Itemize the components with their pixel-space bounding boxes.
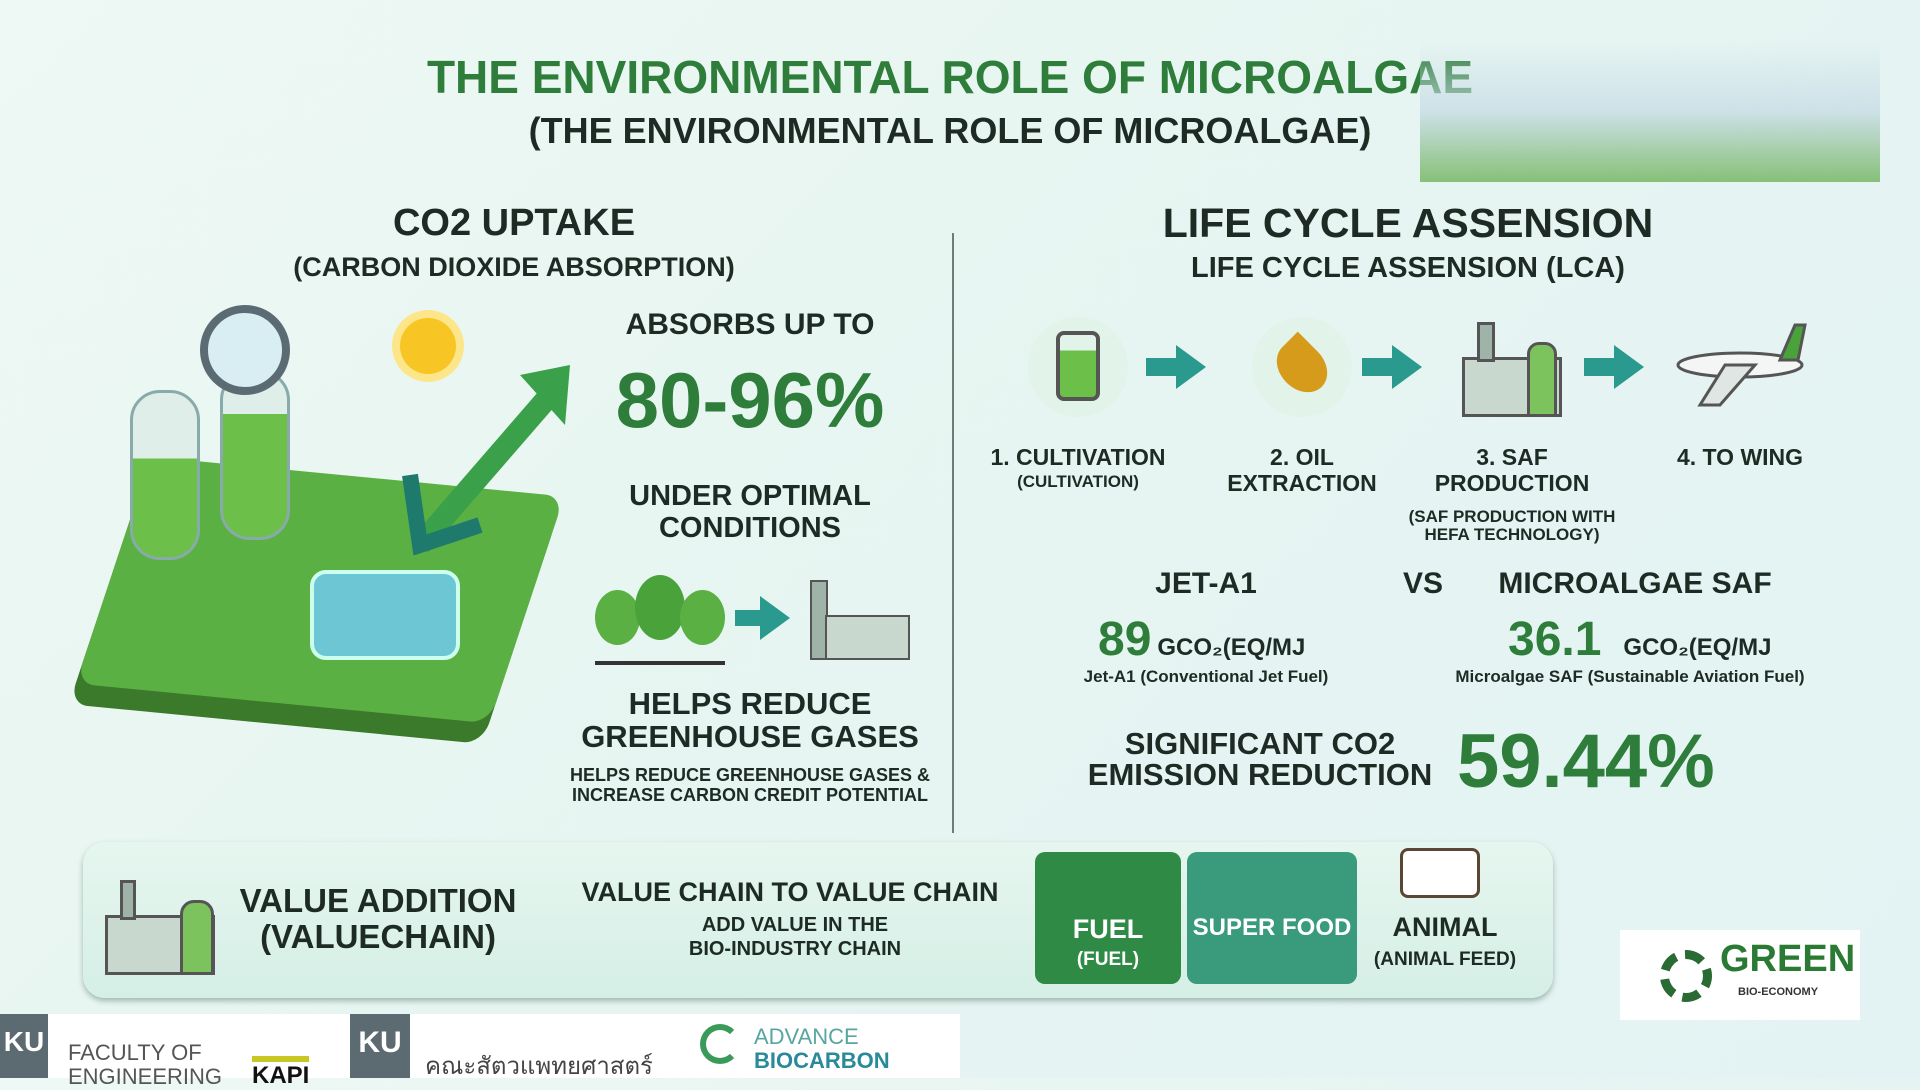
lca-subtitle: LIFE CYCLE ASSENSION (LCA) (1191, 252, 1625, 284)
value-chain-sub-2: BIO-INDUSTRY CHAIN (688, 938, 902, 960)
fuel-sublabel: (FUEL) (1076, 949, 1140, 970)
green-logo-sub: BIO-ECONOMY (1738, 986, 1819, 998)
step-3-note-2: HEFA TECHNOLOGY) (1424, 525, 1600, 544)
microalgae-saf-title: MICROALGAE SAF (1498, 567, 1772, 600)
refinery-icon (1462, 317, 1562, 417)
saf-note: Microalgae SAF (Sustainable Aviation Fue… (1455, 667, 1805, 686)
reduce-note-1: HELPS REDUCE GREENHOUSE GASES & (569, 765, 931, 785)
reduction-label-1: SIGNIFICANT CO2 (1124, 726, 1396, 761)
absorbs-label: ABSORBS UP TO (625, 308, 875, 341)
jet-a1-emission: 89 GCO₂(EQ/MJ (1098, 612, 1305, 667)
fuel-label: FUEL (1072, 914, 1144, 944)
vet-faculty-label: คณะสัตวแพทยศาสตร์ (425, 1053, 653, 1080)
value-addition-title: VALUE ADDITION (239, 882, 517, 919)
super-food-tile: SUPER FOOD (1187, 852, 1357, 984)
arrow-right-icon (1614, 345, 1644, 389)
bioreactor-icon (1028, 317, 1128, 417)
trees-icon (595, 575, 725, 665)
saf-unit: GCO₂(EQ/MJ (1623, 634, 1772, 661)
value-chain-sub-1: ADD VALUE IN THE (701, 914, 889, 936)
reduction-label-2: EMISSION REDUCTION (1087, 757, 1433, 792)
step-1-label: 1. CULTIVATION (990, 444, 1166, 470)
factory-icon (800, 560, 910, 665)
city-skyline-illustration (1420, 40, 1880, 182)
jet-a1-unit: GCO₂(EQ/MJ (1157, 634, 1306, 661)
airplane-icon (1676, 323, 1807, 407)
section-divider (952, 233, 954, 833)
step-3-sublabel: PRODUCTION (1434, 470, 1590, 496)
jet-a1-value: 89 (1098, 613, 1152, 666)
cow-icon (1400, 848, 1480, 898)
value-chain-heading: VALUE CHAIN TO VALUE CHAIN (581, 877, 999, 907)
step-4-label: 4. TO WING (1676, 444, 1804, 470)
ku-logo: KU (0, 1014, 48, 1078)
lca-title: LIFE CYCLE ASSENSION (1162, 200, 1654, 246)
step-2-sublabel: EXTRACTION (1227, 470, 1377, 496)
advance-label: ADVANCE (754, 1024, 859, 1049)
footer-logos: KU FACULTY OF ENGINEERING KAPI KU คณะสัต… (0, 1014, 960, 1089)
arrow-right-icon (735, 610, 761, 626)
saf-emission: 36.1 GCO₂(EQ/MJ (1508, 612, 1771, 667)
oil-drop-icon (1252, 317, 1352, 417)
step-1-sublabel: (CULTIVATION) (1017, 472, 1139, 491)
sun-icon (400, 318, 456, 374)
step-3-label: 3. SAF (1476, 444, 1548, 470)
reduce-label-1: HELPS REDUCE (628, 686, 872, 721)
advance-biocarbon-icon (700, 1024, 740, 1064)
co2-subtitle: (CARBON DIOXIDE ABSORPTION) (293, 252, 735, 282)
step-3-note-1: (SAF PRODUCTION WITH (1408, 507, 1616, 526)
magnifier-icon (200, 305, 290, 395)
absorption-value: 80-96% (615, 356, 885, 444)
green-bio-economy-logo: GREEN BIO-ECONOMY (1620, 930, 1860, 1020)
photobioreactor-illustration (75, 330, 565, 740)
reduce-label-2: GREENHOUSE GASES (581, 719, 919, 754)
kapi-logo: KAPI (252, 1056, 310, 1090)
page-title: THE ENVIRONMENTAL ROLE OF MICROALGAE (426, 51, 1474, 103)
page-subtitle: (THE ENVIRONMENTAL ROLE OF MICROALGAE) (528, 110, 1372, 151)
arrow-right-icon (1176, 345, 1206, 389)
reduction-value: 59.44% (1457, 719, 1715, 804)
value-addition-subtitle: (VALUECHAIN) (260, 918, 496, 955)
co2-title: CO2 UPTAKE (392, 202, 636, 244)
upward-arrow-icon (402, 365, 570, 555)
biocarbon-label: BIOCARBON (754, 1048, 890, 1073)
vs-label: VS (1402, 567, 1444, 600)
animal-label: ANIMAL (1392, 912, 1498, 942)
condition-label-1: UNDER OPTIMAL (629, 480, 871, 512)
faculty-label-2: ENGINEERING (68, 1064, 223, 1089)
fuel-tile: FUEL (FUEL) (1035, 852, 1181, 984)
saf-value: 36.1 (1508, 613, 1602, 666)
jet-a1-title: JET-A1 (1155, 567, 1257, 600)
ku-logo-2: KU (350, 1014, 410, 1078)
jet-a1-note: Jet-A1 (Conventional Jet Fuel) (1083, 667, 1329, 686)
condition-label-2: CONDITIONS (658, 512, 842, 544)
factory-icon (105, 860, 225, 978)
green-logo-text: GREEN (1720, 938, 1856, 980)
reduce-note-2: INCREASE CARBON CREDIT POTENTIAL (571, 785, 928, 805)
step-2-label: 2. OIL (1270, 444, 1334, 470)
animal-sublabel: (ANIMAL FEED) (1373, 949, 1517, 970)
arrow-right-icon (1392, 345, 1422, 389)
super-food-label: SUPER FOOD (1192, 914, 1352, 941)
faculty-label-1: FACULTY OF (68, 1040, 202, 1065)
